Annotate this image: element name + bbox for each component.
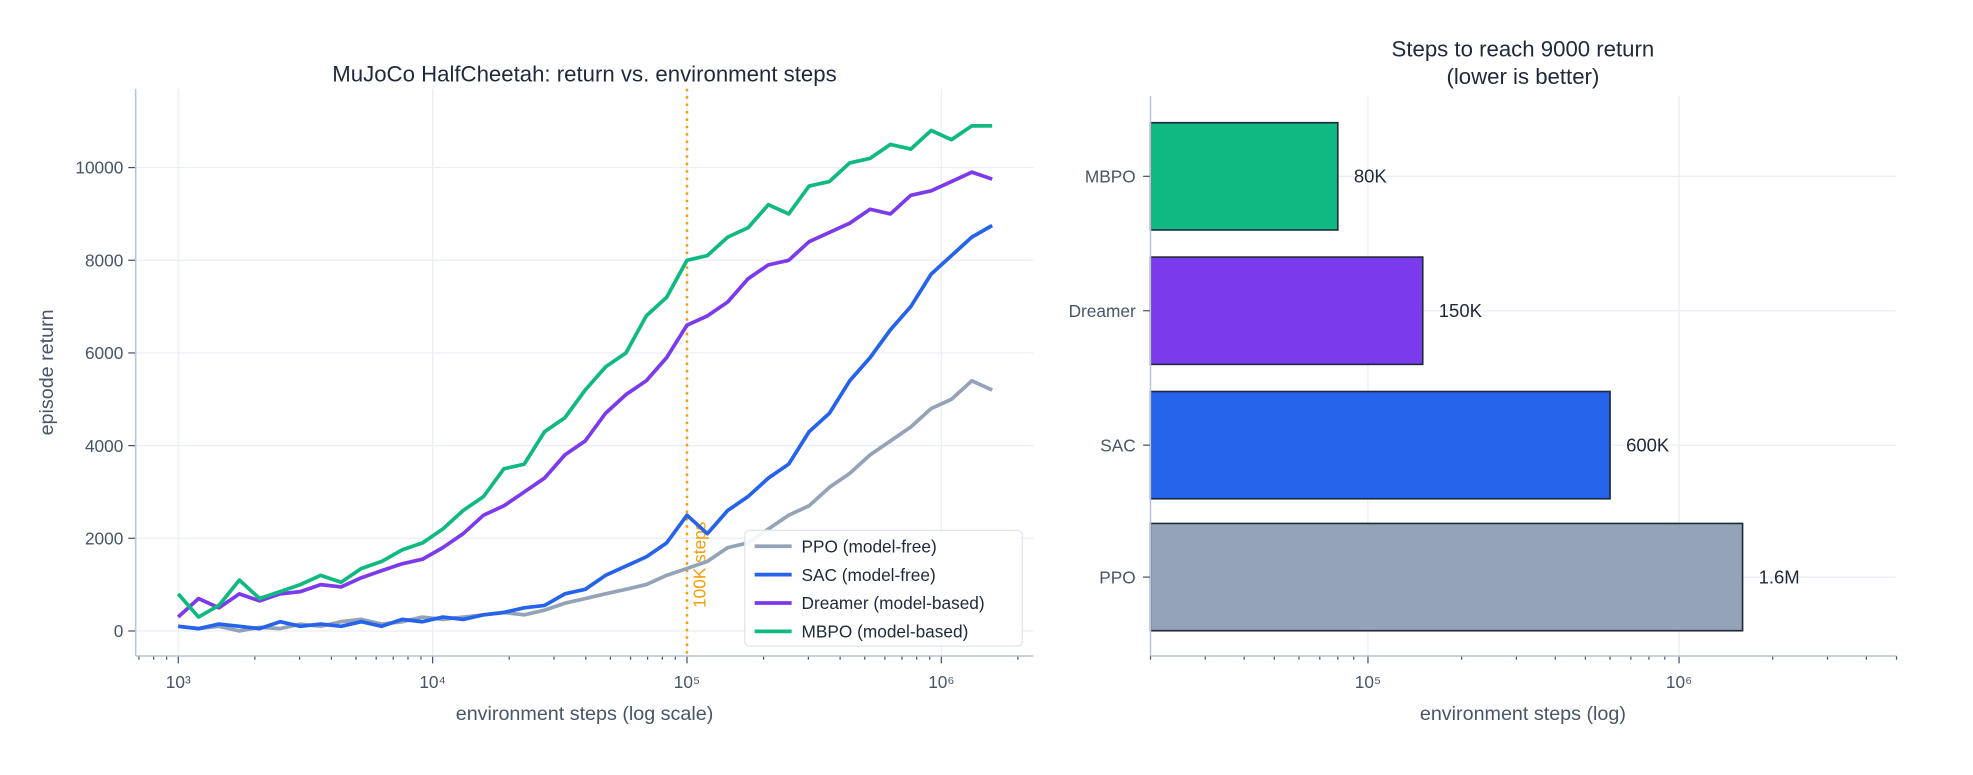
left-y-axis-label: episode return — [36, 309, 58, 435]
series-line-mbpo — [176, 124, 993, 619]
x-tick-label: 10⁴ — [419, 672, 446, 692]
left-chart-title: MuJoCo HalfCheetah: return vs. environme… — [332, 61, 836, 86]
y-tick-label: 4000 — [85, 436, 123, 456]
bar-dreamer — [1149, 256, 1424, 366]
right-x-axis-label: environment steps (log) — [1420, 703, 1626, 725]
bar-value-label: 80K — [1354, 165, 1388, 186]
legend: PPO (model-free) SAC (model-free) Dreamer … — [744, 529, 1023, 647]
series-line-sac — [177, 223, 994, 631]
y-tick-label: PPO — [1099, 567, 1135, 587]
legend-box — [744, 529, 1023, 647]
steps-bar-chart: Steps to reach 9000 return (lower is bet… — [1069, 37, 1898, 725]
y-tick-label: SAC — [1100, 435, 1135, 455]
y-tick-label: MBPO — [1085, 166, 1136, 186]
series-line-dreamer — [176, 170, 993, 619]
bar-ppo — [1149, 522, 1744, 632]
y-tick-label: Dreamer — [1069, 301, 1136, 321]
x-tick-label: 10⁵ — [674, 672, 700, 692]
bar-sac — [1149, 390, 1611, 500]
y-tick-label: 6000 — [85, 343, 123, 363]
learning-curve-chart: MuJoCo HalfCheetah: return vs. environme… — [36, 61, 1034, 725]
y-tick-label: 0 — [114, 621, 124, 641]
left-x-axis-label: environment steps (log scale) — [456, 703, 714, 725]
legend-label: PPO (model-free) — [802, 536, 937, 556]
right-chart-subtitle: (lower is better) — [1446, 64, 1599, 89]
y-tick-label: 10000 — [75, 158, 123, 178]
bar-value-label: 150K — [1439, 300, 1483, 321]
legend-label: SAC (model-free) — [802, 565, 936, 585]
right-chart-title: Steps to reach 9000 return — [1392, 37, 1655, 62]
bar-value-label: 600K — [1626, 434, 1670, 455]
y-tick-label: 8000 — [85, 250, 123, 270]
x-tick-label: 10⁶ — [1666, 672, 1692, 692]
legend-label: Dreamer (model-based) — [802, 593, 985, 613]
bar-value-label: 1.6M — [1759, 566, 1800, 587]
legend-label: MBPO (model-based) — [802, 622, 969, 642]
y-tick-label: 2000 — [85, 528, 123, 548]
x-tick-label: 10⁶ — [928, 672, 954, 692]
bar-mbpo — [1149, 121, 1339, 231]
x-tick-label: 10³ — [166, 672, 191, 692]
x-tick-label: 10⁵ — [1355, 672, 1381, 692]
